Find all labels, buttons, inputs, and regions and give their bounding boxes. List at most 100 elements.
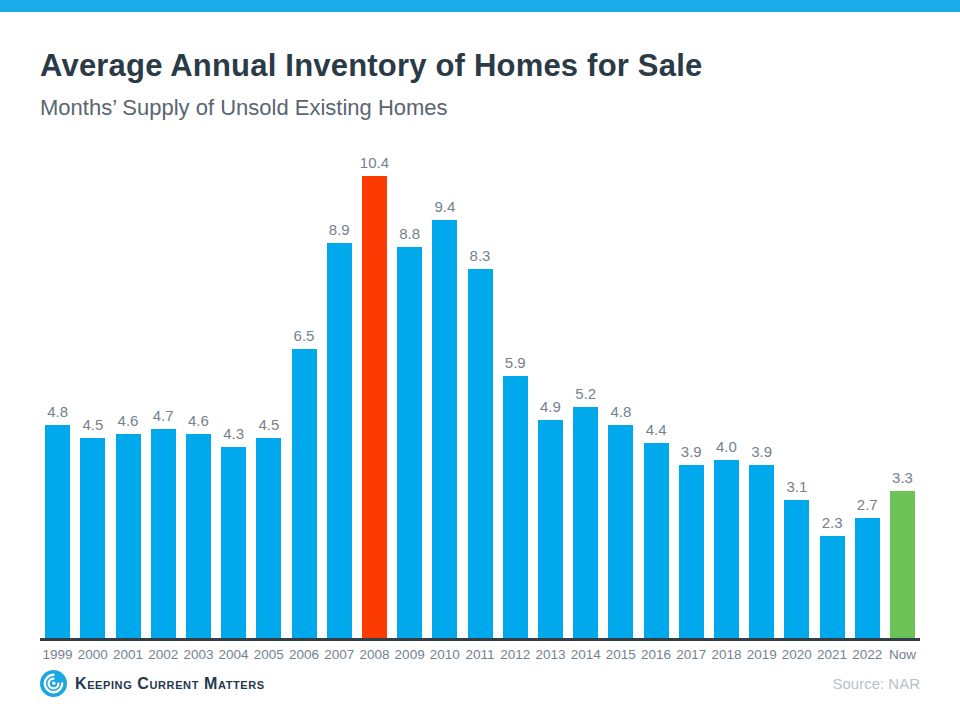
bar-column-2001: 4.6 — [110, 412, 145, 638]
bar-value-label: 4.9 — [540, 398, 561, 415]
bar-2001 — [116, 434, 141, 638]
bar-value-label: 4.6 — [118, 412, 139, 429]
x-axis-label-1999: 1999 — [40, 641, 75, 662]
bar-2013 — [538, 420, 563, 638]
bar-2016 — [644, 443, 669, 639]
bar-value-label: 4.6 — [188, 412, 209, 429]
bar-value-label: 4.0 — [716, 438, 737, 455]
bar-value-label: 4.5 — [82, 416, 103, 433]
brand-name: Keeping Current Matters — [75, 675, 265, 693]
x-axis-label-2002: 2002 — [146, 641, 181, 662]
bar-value-label: 5.2 — [575, 385, 596, 402]
x-axis-label-2013: 2013 — [533, 641, 568, 662]
x-axis-label-2019: 2019 — [744, 641, 779, 662]
bar-2022 — [855, 518, 880, 638]
bar-2005 — [256, 438, 281, 638]
bar-2000 — [80, 438, 105, 638]
bar-value-label: 10.4 — [360, 154, 389, 171]
bar-column-2008: 10.4 — [357, 154, 392, 638]
bar-column-2017: 3.9 — [674, 443, 709, 638]
bar-value-label: 8.8 — [399, 225, 420, 242]
bar-value-label: 8.3 — [470, 247, 491, 264]
bar-2018 — [714, 460, 739, 638]
bar-column-2019: 3.9 — [744, 443, 779, 638]
bar-value-label: 6.5 — [294, 327, 315, 344]
top-accent-strip — [0, 0, 960, 12]
bar-2007 — [327, 243, 352, 638]
x-axis-label-2004: 2004 — [216, 641, 251, 662]
bar-1999 — [45, 425, 70, 638]
x-axis-label-2003: 2003 — [181, 641, 216, 662]
bar-2006 — [292, 349, 317, 638]
x-axis-label-2021: 2021 — [814, 641, 849, 662]
bar-2002 — [151, 429, 176, 638]
bar-value-label: 9.4 — [434, 198, 455, 215]
bar-2014 — [573, 407, 598, 638]
bar-column-2022: 2.7 — [850, 496, 885, 638]
bar-value-label: 5.9 — [505, 354, 526, 371]
x-axis-label-2000: 2000 — [75, 641, 110, 662]
bar-value-label: 4.8 — [47, 403, 68, 420]
bar-column-2014: 5.2 — [568, 385, 603, 638]
bar-column-2002: 4.7 — [146, 407, 181, 638]
bar-column-2006: 6.5 — [286, 327, 321, 638]
x-axis-label-2010: 2010 — [427, 641, 462, 662]
bar-2019 — [749, 465, 774, 638]
x-axis-label-2017: 2017 — [674, 641, 709, 662]
bar-column-2015: 4.8 — [603, 403, 638, 638]
slide-content: Average Annual Inventory of Homes for Sa… — [0, 48, 960, 662]
x-axis-labels: 1999200020012002200320042005200620072008… — [40, 641, 920, 662]
x-axis-label-2007: 2007 — [322, 641, 357, 662]
bar-column-2021: 2.3 — [814, 514, 849, 638]
bar-value-label: 2.3 — [822, 514, 843, 531]
bar-value-label: 3.9 — [751, 443, 772, 460]
bar-2009 — [397, 247, 422, 638]
bar-column-2018: 4.0 — [709, 438, 744, 638]
bar-column-2004: 4.3 — [216, 425, 251, 638]
bar-value-label: 3.3 — [892, 469, 913, 486]
bar-column-2009: 8.8 — [392, 225, 427, 638]
x-axis-label-2011: 2011 — [462, 641, 497, 662]
bar-column-2020: 3.1 — [779, 478, 814, 638]
bar-column-2011: 8.3 — [462, 247, 497, 638]
footer: Keeping Current Matters Source: NAR — [40, 670, 920, 697]
bar-2003 — [186, 434, 211, 638]
bar-column-2012: 5.9 — [498, 354, 533, 638]
bar-value-label: 4.7 — [153, 407, 174, 424]
bar-2021 — [820, 536, 845, 638]
bar-2017 — [679, 465, 704, 638]
x-axis-label-2005: 2005 — [251, 641, 286, 662]
bar-2010 — [432, 220, 457, 638]
source-label: Source: NAR — [832, 675, 920, 692]
x-axis-label-2001: 2001 — [110, 641, 145, 662]
bar-column-2016: 4.4 — [638, 421, 673, 639]
x-axis-label-2022: 2022 — [850, 641, 885, 662]
bar-value-label: 4.3 — [223, 425, 244, 442]
page-title: Average Annual Inventory of Homes for Sa… — [40, 48, 920, 84]
bar-value-label: 2.7 — [857, 496, 878, 513]
bar-Now — [890, 491, 915, 638]
bar-value-label: 3.1 — [786, 478, 807, 495]
bar-2011 — [468, 269, 493, 638]
x-axis-label-2006: 2006 — [286, 641, 321, 662]
x-axis-label-Now: Now — [885, 641, 920, 662]
x-axis-label-2012: 2012 — [498, 641, 533, 662]
bar-column-2003: 4.6 — [181, 412, 216, 638]
bar-column-2007: 8.9 — [322, 221, 357, 638]
x-axis-label-2008: 2008 — [357, 641, 392, 662]
bar-column-1999: 4.8 — [40, 403, 75, 638]
plot-area: 4.8 4.5 4.6 4.7 4.6 4.3 4.5 6.5 8.9 10.4 8.8 9.4 8.3… — [40, 154, 920, 641]
x-axis-label-2016: 2016 — [638, 641, 673, 662]
x-axis-label-2015: 2015 — [603, 641, 638, 662]
x-axis-label-2018: 2018 — [709, 641, 744, 662]
bar-2020 — [784, 500, 809, 638]
brand-logo: Keeping Current Matters — [40, 670, 265, 697]
bar-2012 — [503, 376, 528, 638]
bar-value-label: 4.4 — [646, 421, 667, 438]
x-axis-label-2009: 2009 — [392, 641, 427, 662]
x-axis-label-2014: 2014 — [568, 641, 603, 662]
bar-column-Now: 3.3 — [885, 469, 920, 638]
bar-column-2013: 4.9 — [533, 398, 568, 638]
bar-value-label: 4.8 — [610, 403, 631, 420]
bar-value-label: 4.5 — [258, 416, 279, 433]
